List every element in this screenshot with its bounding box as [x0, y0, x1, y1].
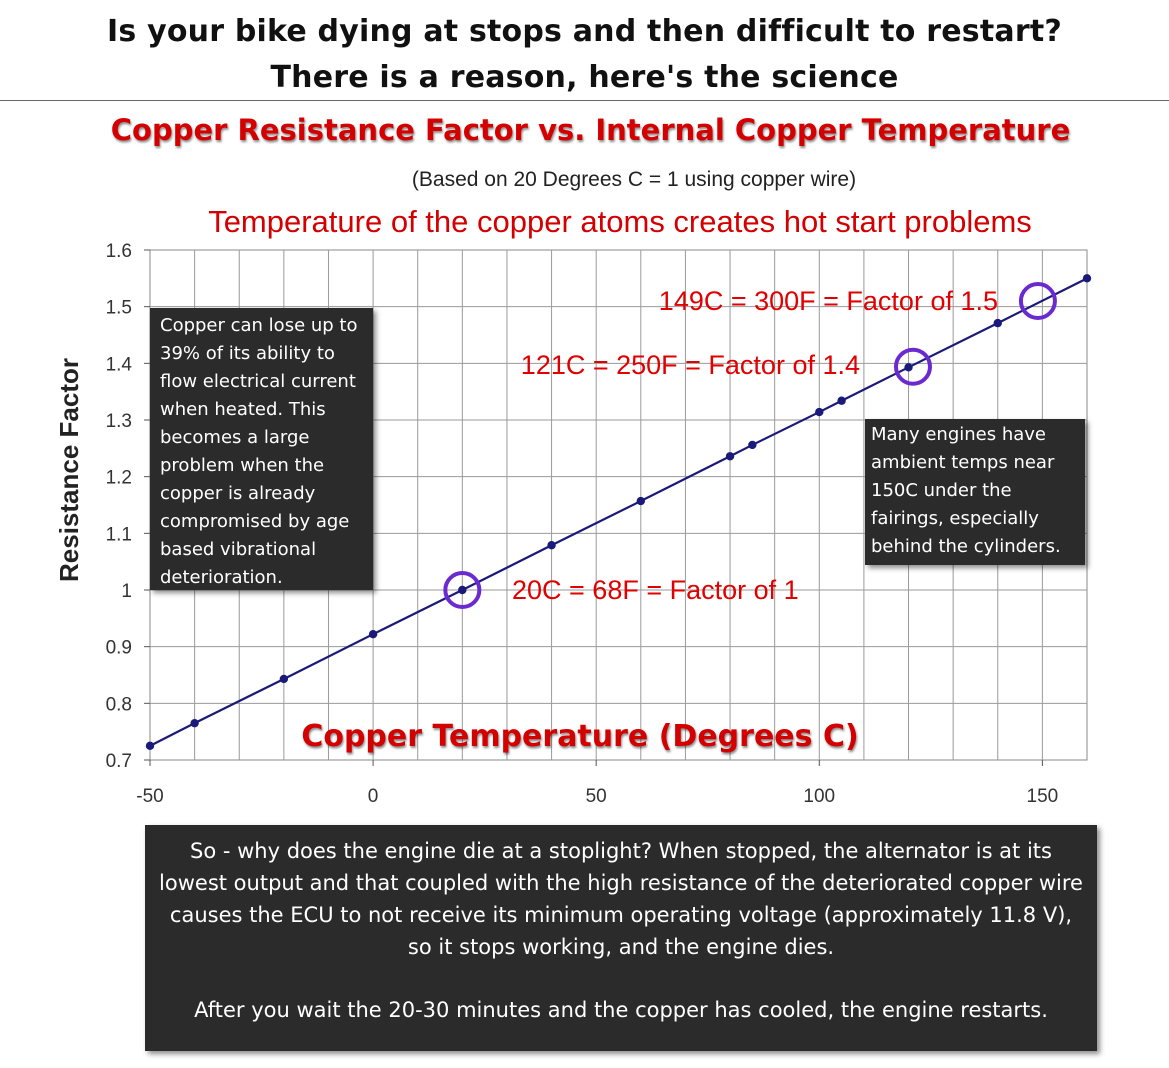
data-point	[1082, 274, 1092, 283]
chart-axes: 0.7 0.8 0.9 1 1.1 1.2 1.3 1.4 1.5 1.6 -50 0 50 100 150	[106, 241, 1059, 807]
data-point	[815, 407, 824, 417]
explanation-paragraph-restart: After you wait the 20-30 minutes and the…	[194, 998, 1048, 1022]
data-point	[279, 674, 289, 684]
highlight-layer: 20C = 68F = Factor of 1 121C = 250F = Fac…	[443, 282, 1057, 609]
x-tick-label: 0	[368, 786, 379, 807]
data-point	[904, 363, 913, 372]
data-point	[636, 496, 646, 506]
data-point	[145, 741, 155, 751]
highlight-annotation: 20C = 68F = Factor of 1	[512, 575, 799, 605]
y-tick-label: 1.1	[106, 524, 132, 545]
data-point	[993, 318, 1002, 328]
data-point	[748, 440, 757, 450]
y-tick-label: 0.8	[106, 694, 132, 715]
data-point	[837, 396, 846, 405]
chart-note: Temperature of the copper atoms creates …	[208, 204, 1032, 239]
explanation-box: So - why does the engine die at a stopli…	[145, 825, 1097, 1051]
headline-subheading: There is a reason, here's the science	[270, 60, 899, 95]
y-tick-label: 1.5	[106, 298, 132, 319]
highlight-annotation: 149C = 300F = Factor of 1.5	[659, 286, 998, 316]
callout-ambient-temps: Many engines have ambient temps near 150…	[865, 419, 1085, 565]
y-tick-label: 1.2	[106, 468, 132, 489]
x-tick-label: 50	[586, 786, 607, 807]
y-tick-label: 0.7	[106, 751, 132, 772]
data-point	[368, 630, 378, 639]
data-point	[547, 541, 556, 550]
y-axis-label: Resistance Factor	[54, 358, 84, 582]
explanation-paragraph-stoplight: So - why does the engine die at a stopli…	[159, 839, 1083, 959]
highlight-ring	[443, 571, 482, 609]
callout-copper-loss: Copper can lose up to 39% of its ability…	[150, 308, 373, 590]
x-axis-label: Copper Temperature (Degrees C)	[301, 719, 858, 754]
x-tick-label: 150	[1027, 786, 1059, 807]
headline-question: Is your bike dying at stops and then dif…	[107, 14, 1062, 49]
data-point	[725, 452, 735, 461]
highlight-annotation: 121C = 250F = Factor of 1.4	[521, 350, 860, 380]
y-tick-label: 1	[121, 581, 132, 602]
data-point	[190, 718, 199, 728]
x-tick-label: 100	[803, 786, 835, 807]
y-tick-label: 1.4	[106, 354, 133, 375]
chart-subtitle: (Based on 20 Degrees C = 1 using copper …	[411, 168, 857, 191]
highlight-ring	[893, 347, 932, 386]
chart-title: Copper Resistance Factor vs. Internal Co…	[110, 113, 1071, 147]
y-tick-label: 1.6	[106, 241, 132, 262]
x-tick-label: -50	[136, 786, 163, 807]
data-point	[458, 585, 467, 595]
highlight-ring	[1018, 282, 1057, 320]
y-tick-label: 1.3	[106, 411, 132, 432]
y-tick-label: 0.9	[106, 638, 132, 659]
header-divider	[0, 100, 1169, 101]
